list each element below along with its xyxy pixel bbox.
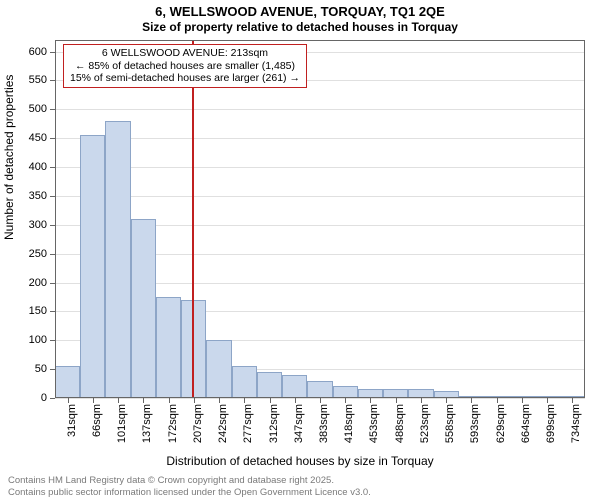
ytick-mark bbox=[50, 254, 55, 255]
bar bbox=[257, 372, 282, 398]
xtick-mark bbox=[471, 398, 472, 403]
xtick-mark bbox=[320, 398, 321, 403]
bar bbox=[358, 389, 383, 398]
xtick-label: 488sqm bbox=[394, 404, 406, 443]
ytick-label: 450 bbox=[29, 132, 47, 144]
ytick-mark bbox=[50, 225, 55, 226]
bar bbox=[383, 389, 408, 398]
xtick-label: 629sqm bbox=[495, 404, 507, 443]
ytick-label: 100 bbox=[29, 334, 47, 346]
ytick-label: 0 bbox=[41, 392, 47, 404]
bar bbox=[131, 219, 156, 398]
xtick-label: 699sqm bbox=[545, 404, 557, 443]
property-marker-line bbox=[192, 40, 194, 398]
bars-group bbox=[55, 40, 585, 398]
xtick-mark bbox=[194, 398, 195, 403]
xtick-label: 523sqm bbox=[419, 404, 431, 443]
footer-line-1: Contains HM Land Registry data © Crown c… bbox=[8, 475, 592, 486]
xtick-label: 593sqm bbox=[469, 404, 481, 443]
xtick-mark bbox=[270, 398, 271, 403]
xtick-mark bbox=[169, 398, 170, 403]
xtick-mark bbox=[295, 398, 296, 403]
xtick-label: 137sqm bbox=[141, 404, 153, 443]
ytick-mark bbox=[50, 340, 55, 341]
bar bbox=[408, 389, 433, 398]
ytick-label: 600 bbox=[29, 46, 47, 58]
footer-attribution: Contains HM Land Registry data © Crown c… bbox=[8, 475, 592, 498]
ytick-mark bbox=[50, 196, 55, 197]
ytick-label: 200 bbox=[29, 277, 47, 289]
xtick-mark bbox=[345, 398, 346, 403]
ytick-mark bbox=[50, 109, 55, 110]
xtick-mark bbox=[421, 398, 422, 403]
bar bbox=[206, 340, 231, 398]
xtick-label: 664sqm bbox=[520, 404, 532, 443]
plot-area: 6 WELLSWOOD AVENUE: 213sqm ← 85% of deta… bbox=[55, 40, 585, 398]
ytick-mark bbox=[50, 52, 55, 53]
bar bbox=[232, 366, 257, 398]
xtick-label: 242sqm bbox=[217, 404, 229, 443]
ytick-label: 550 bbox=[29, 74, 47, 86]
annotation-box: 6 WELLSWOOD AVENUE: 213sqm ← 85% of deta… bbox=[63, 44, 307, 88]
xtick-mark bbox=[396, 398, 397, 403]
ytick-label: 350 bbox=[29, 190, 47, 202]
xtick-mark bbox=[68, 398, 69, 403]
ytick-mark bbox=[50, 369, 55, 370]
xtick-mark bbox=[118, 398, 119, 403]
xtick-label: 277sqm bbox=[242, 404, 254, 443]
bar bbox=[434, 391, 459, 398]
xtick-label: 101sqm bbox=[116, 404, 128, 443]
annotation-line-2: ← 85% of detached houses are smaller (1,… bbox=[70, 60, 300, 73]
chart-title: 6, WELLSWOOD AVENUE, TORQUAY, TQ1 2QE bbox=[0, 4, 600, 20]
xtick-label: 312sqm bbox=[268, 404, 280, 443]
xtick-mark bbox=[572, 398, 573, 403]
bar bbox=[55, 366, 80, 398]
ytick-mark bbox=[50, 138, 55, 139]
xtick-mark bbox=[522, 398, 523, 403]
ytick-mark bbox=[50, 80, 55, 81]
ytick-mark bbox=[50, 311, 55, 312]
annotation-line-3: 15% of semi-detached houses are larger (… bbox=[70, 72, 300, 85]
xtick-label: 418sqm bbox=[343, 404, 355, 443]
xtick-label: 172sqm bbox=[167, 404, 179, 443]
bar bbox=[105, 121, 130, 398]
xtick-mark bbox=[244, 398, 245, 403]
xtick-mark bbox=[547, 398, 548, 403]
xtick-mark bbox=[143, 398, 144, 403]
ytick-mark bbox=[50, 283, 55, 284]
xtick-mark bbox=[446, 398, 447, 403]
xtick-label: 66sqm bbox=[91, 404, 103, 437]
ytick-mark bbox=[50, 398, 55, 399]
xtick-mark bbox=[497, 398, 498, 403]
ytick-label: 150 bbox=[29, 305, 47, 317]
bar bbox=[333, 386, 358, 398]
x-axis-label: Distribution of detached houses by size … bbox=[0, 454, 600, 468]
footer-line-2: Contains public sector information licen… bbox=[8, 487, 592, 498]
xtick-label: 207sqm bbox=[192, 404, 204, 443]
xtick-label: 347sqm bbox=[293, 404, 305, 443]
ytick-label: 50 bbox=[35, 363, 47, 375]
xtick-label: 453sqm bbox=[368, 404, 380, 443]
chart-subtitle: Size of property relative to detached ho… bbox=[0, 20, 600, 35]
ytick-label: 500 bbox=[29, 103, 47, 115]
xtick-label: 734sqm bbox=[570, 404, 582, 443]
bar bbox=[282, 375, 307, 398]
xtick-label: 558sqm bbox=[444, 404, 456, 443]
ytick-mark bbox=[50, 167, 55, 168]
ytick-label: 400 bbox=[29, 161, 47, 173]
ytick-label: 300 bbox=[29, 219, 47, 231]
bar bbox=[156, 297, 181, 398]
xtick-label: 383sqm bbox=[318, 404, 330, 443]
ytick-label: 250 bbox=[29, 248, 47, 260]
annotation-line-1: 6 WELLSWOOD AVENUE: 213sqm bbox=[70, 47, 300, 60]
xtick-label: 31sqm bbox=[66, 404, 78, 437]
bar bbox=[80, 135, 105, 398]
xtick-mark bbox=[219, 398, 220, 403]
y-axis-label: Number of detached properties bbox=[2, 75, 16, 240]
xtick-mark bbox=[93, 398, 94, 403]
bar bbox=[307, 381, 332, 398]
xtick-mark bbox=[370, 398, 371, 403]
